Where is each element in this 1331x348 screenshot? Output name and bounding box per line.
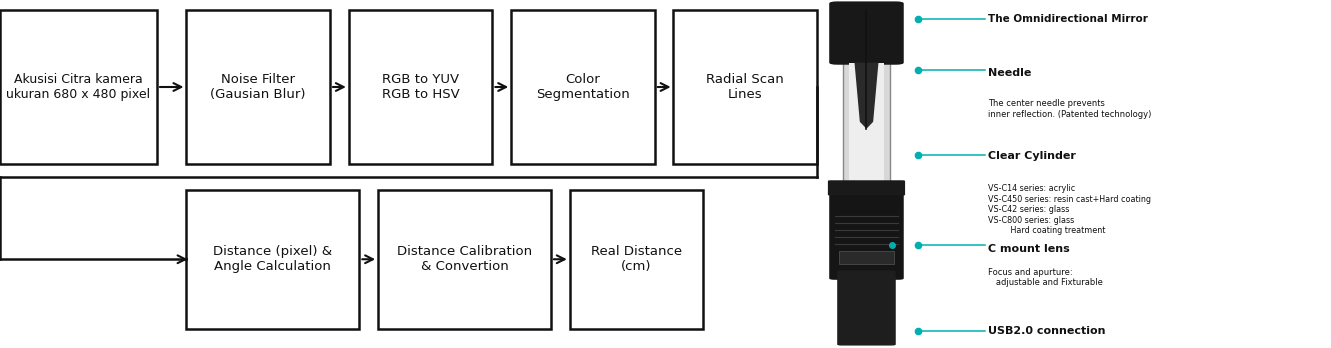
Text: Color
Segmentation: Color Segmentation (536, 73, 630, 101)
FancyBboxPatch shape (186, 190, 359, 329)
Text: VS-C14 series: acrylic
VS-C450 series: resin cast+Hard coating
VS-C42 series: gl: VS-C14 series: acrylic VS-C450 series: r… (988, 184, 1150, 235)
FancyBboxPatch shape (837, 270, 896, 346)
FancyBboxPatch shape (0, 10, 157, 164)
Text: Real Distance
(cm): Real Distance (cm) (591, 245, 681, 273)
FancyBboxPatch shape (378, 190, 551, 329)
Text: Needle: Needle (988, 68, 1032, 78)
FancyBboxPatch shape (511, 10, 655, 164)
Text: Distance Calibration
& Convertion: Distance Calibration & Convertion (397, 245, 532, 273)
FancyBboxPatch shape (843, 59, 890, 188)
FancyBboxPatch shape (349, 10, 492, 164)
Text: Noise Filter
(Gausian Blur): Noise Filter (Gausian Blur) (210, 73, 306, 101)
FancyBboxPatch shape (849, 63, 884, 184)
FancyBboxPatch shape (570, 190, 703, 329)
Text: C mount lens: C mount lens (988, 244, 1069, 254)
FancyBboxPatch shape (829, 1, 904, 65)
Text: Radial Scan
Lines: Radial Scan Lines (707, 73, 784, 101)
Text: Distance (pixel) &
Angle Calculation: Distance (pixel) & Angle Calculation (213, 245, 333, 273)
FancyBboxPatch shape (673, 10, 817, 164)
Text: The Omnidirectional Mirror: The Omnidirectional Mirror (988, 14, 1147, 24)
Text: USB2.0 connection: USB2.0 connection (988, 326, 1105, 337)
Text: The center needle prevents
inner reflection. (Patented technology): The center needle prevents inner reflect… (988, 99, 1151, 119)
FancyBboxPatch shape (829, 183, 904, 280)
Text: RGB to YUV
RGB to HSV: RGB to YUV RGB to HSV (382, 73, 459, 101)
Polygon shape (855, 63, 878, 129)
Text: Akusisi Citra kamera
ukuran 680 x 480 pixel: Akusisi Citra kamera ukuran 680 x 480 pi… (7, 73, 150, 101)
FancyBboxPatch shape (839, 251, 894, 264)
FancyBboxPatch shape (186, 10, 330, 164)
Text: Focus and apurture:
   adjustable and Fixturable: Focus and apurture: adjustable and Fixtu… (988, 268, 1102, 287)
FancyBboxPatch shape (828, 180, 905, 196)
Text: Clear Cylinder: Clear Cylinder (988, 151, 1075, 161)
